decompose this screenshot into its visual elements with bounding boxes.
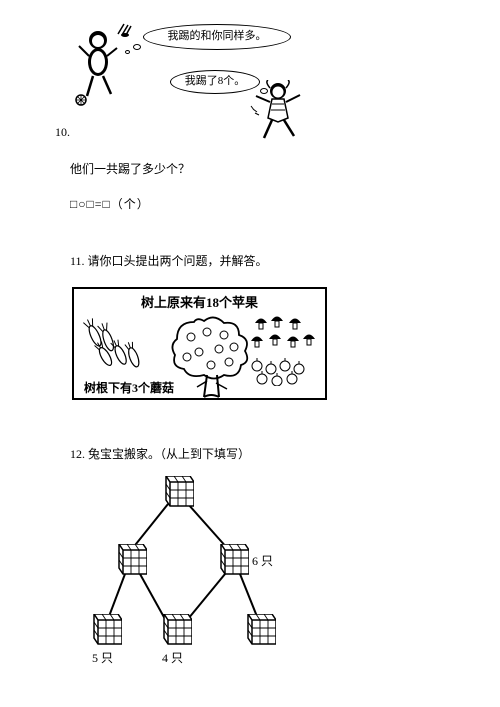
q10-number: 10. bbox=[55, 125, 70, 140]
label-5: 5 只 bbox=[92, 649, 113, 666]
q10-scene: 10. 我踢的和你同样多。 我踢了8个。 bbox=[75, 20, 305, 140]
q10-question: 他们一共踢了多少个？ bbox=[70, 160, 445, 177]
q12-text: 12. 兔宝宝搬家。（从上到下填写） bbox=[70, 445, 445, 462]
speech-bubble-1: 我踢的和你同样多。 bbox=[143, 24, 291, 50]
cube-bot-left-icon bbox=[88, 614, 122, 648]
kid-right-icon bbox=[250, 80, 305, 145]
q11-text: 11. 请你口头提出两个问题，并解答。 bbox=[70, 252, 445, 269]
q10-equation: □○□=□（个） bbox=[70, 195, 445, 212]
kid-left-icon bbox=[75, 28, 121, 108]
carrots-icon bbox=[82, 317, 142, 372]
cube-bot-mid-icon bbox=[158, 614, 192, 648]
shuttlecock-icon bbox=[115, 20, 135, 38]
bubble1-tail-icon bbox=[133, 44, 141, 50]
q11-picture-frame: 树上原来有18个苹果 bbox=[72, 287, 327, 400]
bubble1-tail2-icon bbox=[125, 50, 130, 54]
cube-mid-right-icon bbox=[215, 544, 249, 578]
speech-bubble-2: 我踢了8个。 bbox=[170, 70, 260, 94]
mushrooms-icon bbox=[247, 311, 319, 386]
q12-diagram: 6 只 5 只 4 只 bbox=[80, 474, 300, 654]
bubble1-text: 我踢的和你同样多。 bbox=[168, 30, 267, 42]
label-4: 4 只 bbox=[162, 649, 183, 666]
bubble2-text: 我踢了8个。 bbox=[185, 75, 246, 87]
tree-icon bbox=[169, 307, 254, 399]
cube-top-icon bbox=[160, 476, 194, 510]
q11-frame-label: 树根下有3个蘑菇 bbox=[84, 379, 174, 396]
label-6: 6 只 bbox=[252, 552, 273, 569]
cube-bot-right-icon bbox=[242, 614, 276, 648]
cube-mid-left-icon bbox=[113, 544, 147, 578]
